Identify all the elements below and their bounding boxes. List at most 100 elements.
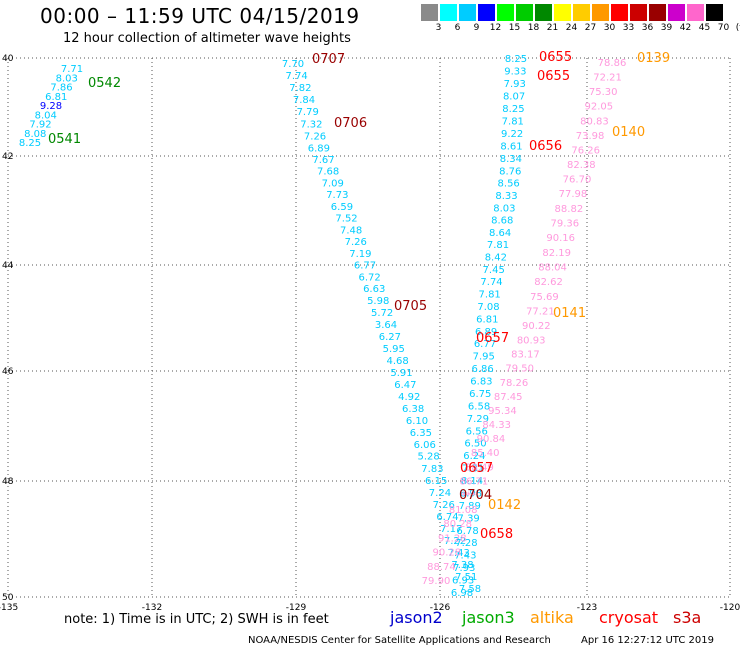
- scale-label: 12: [489, 23, 502, 33]
- wave-height-value: 75.30: [589, 87, 618, 98]
- scale-swatch: [421, 4, 438, 21]
- wave-height-value: 3.64: [375, 320, 397, 331]
- wave-height-value: 7.58: [459, 584, 481, 595]
- wave-height-value: 7.43: [448, 548, 470, 559]
- wave-height-value: 92.05: [585, 102, 614, 113]
- wave-height-value: 8.33: [495, 191, 517, 202]
- scale-swatch: [668, 4, 685, 21]
- wave-height-value: 7.81: [487, 240, 509, 251]
- wave-height-value: 6.10: [406, 416, 428, 427]
- wave-height-value: 6.78: [456, 526, 478, 537]
- wave-height-value: 82.38: [567, 160, 596, 171]
- scale-swatch: [706, 4, 723, 21]
- wave-height-value: 7.08: [477, 302, 499, 313]
- pass-time-label: 0141: [553, 306, 586, 321]
- pass-time-label: 0655: [537, 69, 570, 84]
- legend-jason3: jason3: [462, 608, 515, 627]
- scale-swatch: [687, 4, 704, 21]
- pass-time-label: 0139: [637, 51, 670, 66]
- credit-line: NOAA/NESDIS Center for Satellite Applica…: [248, 635, 551, 646]
- wave-height-value: 79.90: [422, 576, 451, 587]
- scale-swatch: [535, 4, 552, 21]
- wave-height-value: 73.98: [576, 131, 605, 142]
- wave-height-value: 81.08: [449, 505, 478, 516]
- wave-height-value: 6.56: [466, 426, 488, 437]
- wave-height-value: 8.68: [491, 216, 513, 227]
- wave-height-value: 6.81: [45, 92, 67, 103]
- wave-height-value: 7.39: [458, 513, 480, 524]
- scale-label: 70: [717, 23, 730, 33]
- longitude-label: -132: [142, 603, 162, 613]
- wave-height-value: 6.06: [414, 440, 436, 451]
- longitude-label: -129: [286, 603, 307, 613]
- wave-height-value: 79.50: [505, 364, 534, 375]
- wave-height-value: 80.83: [580, 116, 609, 127]
- wave-height-value: 8.56: [498, 179, 520, 190]
- scale-label: 45: [698, 23, 711, 33]
- wave-height-value: 6.27: [379, 332, 401, 343]
- scale-label: 24: [565, 23, 578, 33]
- wave-height-value: 82.62: [534, 277, 563, 288]
- wave-height-value: 76.26: [571, 145, 600, 156]
- wave-height-value: 6.83: [470, 377, 492, 388]
- scale-label: 18: [527, 23, 540, 33]
- wave-height-value: 88.49: [465, 462, 494, 473]
- scale-swatch: [592, 4, 609, 21]
- wave-height-value: 90.28: [433, 548, 462, 559]
- wave-height-value: 6.24: [463, 451, 485, 462]
- wave-height-value: 6.89: [308, 143, 330, 154]
- scale-label: 6: [454, 23, 461, 33]
- wave-height-value: 7.26: [433, 500, 455, 511]
- generated-timestamp: Apr 16 12:27:12 UTC 2019: [581, 635, 714, 646]
- scale-swatch: [459, 4, 476, 21]
- wave-height-value: 7.84: [293, 95, 315, 106]
- wave-height-value: 7.48: [340, 225, 362, 236]
- wave-height-value: 8.25: [19, 138, 41, 149]
- pass-time-label: 0542: [88, 76, 121, 91]
- legend-jason2: jason2: [390, 608, 443, 627]
- wave-height-value: 8.03: [493, 203, 515, 214]
- wave-height-value: 77.21: [526, 307, 555, 318]
- wave-height-value: 7.68: [317, 167, 339, 178]
- map-subtitle: 12 hour collection of altimeter wave hei…: [63, 31, 351, 46]
- wave-height-value: 7.28: [455, 538, 477, 549]
- latitude-label: 46: [2, 367, 14, 377]
- wave-height-value: 7.24: [429, 488, 451, 499]
- wave-height-value: 8.76: [499, 166, 521, 177]
- wave-height-value: 7.70: [282, 59, 304, 70]
- wave-height-value: 7.73: [326, 190, 348, 201]
- scale-label: 33: [622, 23, 635, 33]
- wave-height-value: 7.17: [440, 524, 462, 535]
- longitude-label: -135: [0, 603, 18, 613]
- wave-height-value: 95.34: [488, 406, 517, 417]
- wave-height-value: 7.67: [312, 155, 334, 166]
- pass-time-label: 0704: [459, 488, 492, 503]
- wave-height-value: 7.86: [50, 83, 72, 94]
- wave-height-value: 7.92: [29, 120, 51, 131]
- wave-height-value: 80.93: [517, 335, 546, 346]
- wave-height-value: 8.04: [35, 110, 57, 121]
- wave-height-value: 7.81: [479, 289, 501, 300]
- scale-swatch: [611, 4, 628, 21]
- wave-height-value: 6.47: [394, 380, 416, 391]
- wave-height-value: 6.74: [436, 512, 458, 523]
- legend-cryosat: cryosat: [599, 608, 659, 627]
- wave-height-value: 8.03: [56, 73, 78, 84]
- wave-height-value: 6.72: [358, 272, 380, 283]
- wave-height-value: 76.70: [563, 175, 592, 186]
- wave-height-value: 8.07: [503, 91, 525, 102]
- wave-height-value: 7.45: [483, 265, 505, 276]
- pass-time-label: 0541: [48, 132, 81, 147]
- wave-height-value: 90.84: [477, 434, 506, 445]
- wave-height-value: 87.45: [494, 392, 523, 403]
- wave-height-value: 83.17: [511, 350, 540, 361]
- wave-height-value: 7.82: [289, 83, 311, 94]
- wave-height-value: 7.29: [467, 414, 489, 425]
- wave-height-value: 78.26: [500, 378, 529, 389]
- wave-height-value: 90.16: [546, 233, 575, 244]
- wave-height-value: 9.28: [40, 101, 62, 112]
- wave-height-value: 7.81: [502, 116, 524, 127]
- wave-height-value: 9.22: [501, 129, 523, 140]
- wave-height-value: 77.98: [559, 189, 588, 200]
